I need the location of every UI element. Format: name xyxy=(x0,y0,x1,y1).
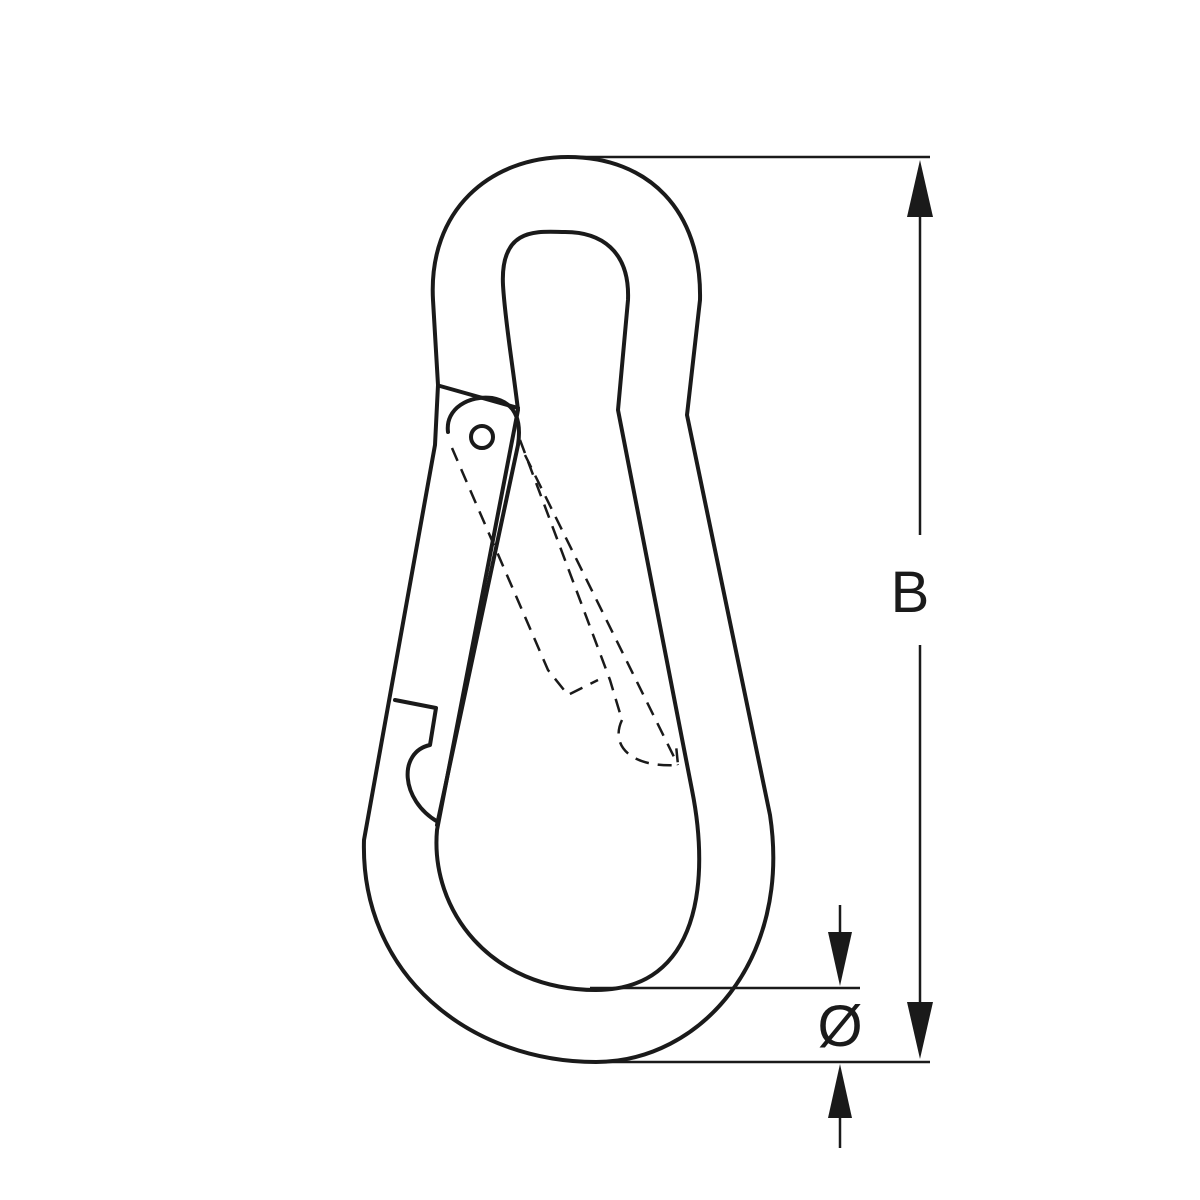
dimension-label-b: B xyxy=(891,560,930,625)
arrowhead-diameter-top xyxy=(828,932,852,986)
arrowhead-diameter-bottom xyxy=(828,1064,852,1118)
arrowhead-b-bottom xyxy=(907,1002,933,1059)
hidden-spring-left xyxy=(450,447,599,697)
hook-body-inner-contour xyxy=(434,229,702,992)
hidden-spring-edge xyxy=(523,454,680,766)
hidden-spring-right xyxy=(518,439,624,721)
arrowhead-b-top xyxy=(907,160,933,217)
hinge-pin xyxy=(469,424,495,450)
latch-notch xyxy=(393,698,440,824)
hook-body-outer-contour xyxy=(361,155,776,1064)
gate xyxy=(435,395,521,827)
dimension-label-diameter: Ø xyxy=(817,994,862,1059)
hidden-spring-tip xyxy=(617,719,680,767)
